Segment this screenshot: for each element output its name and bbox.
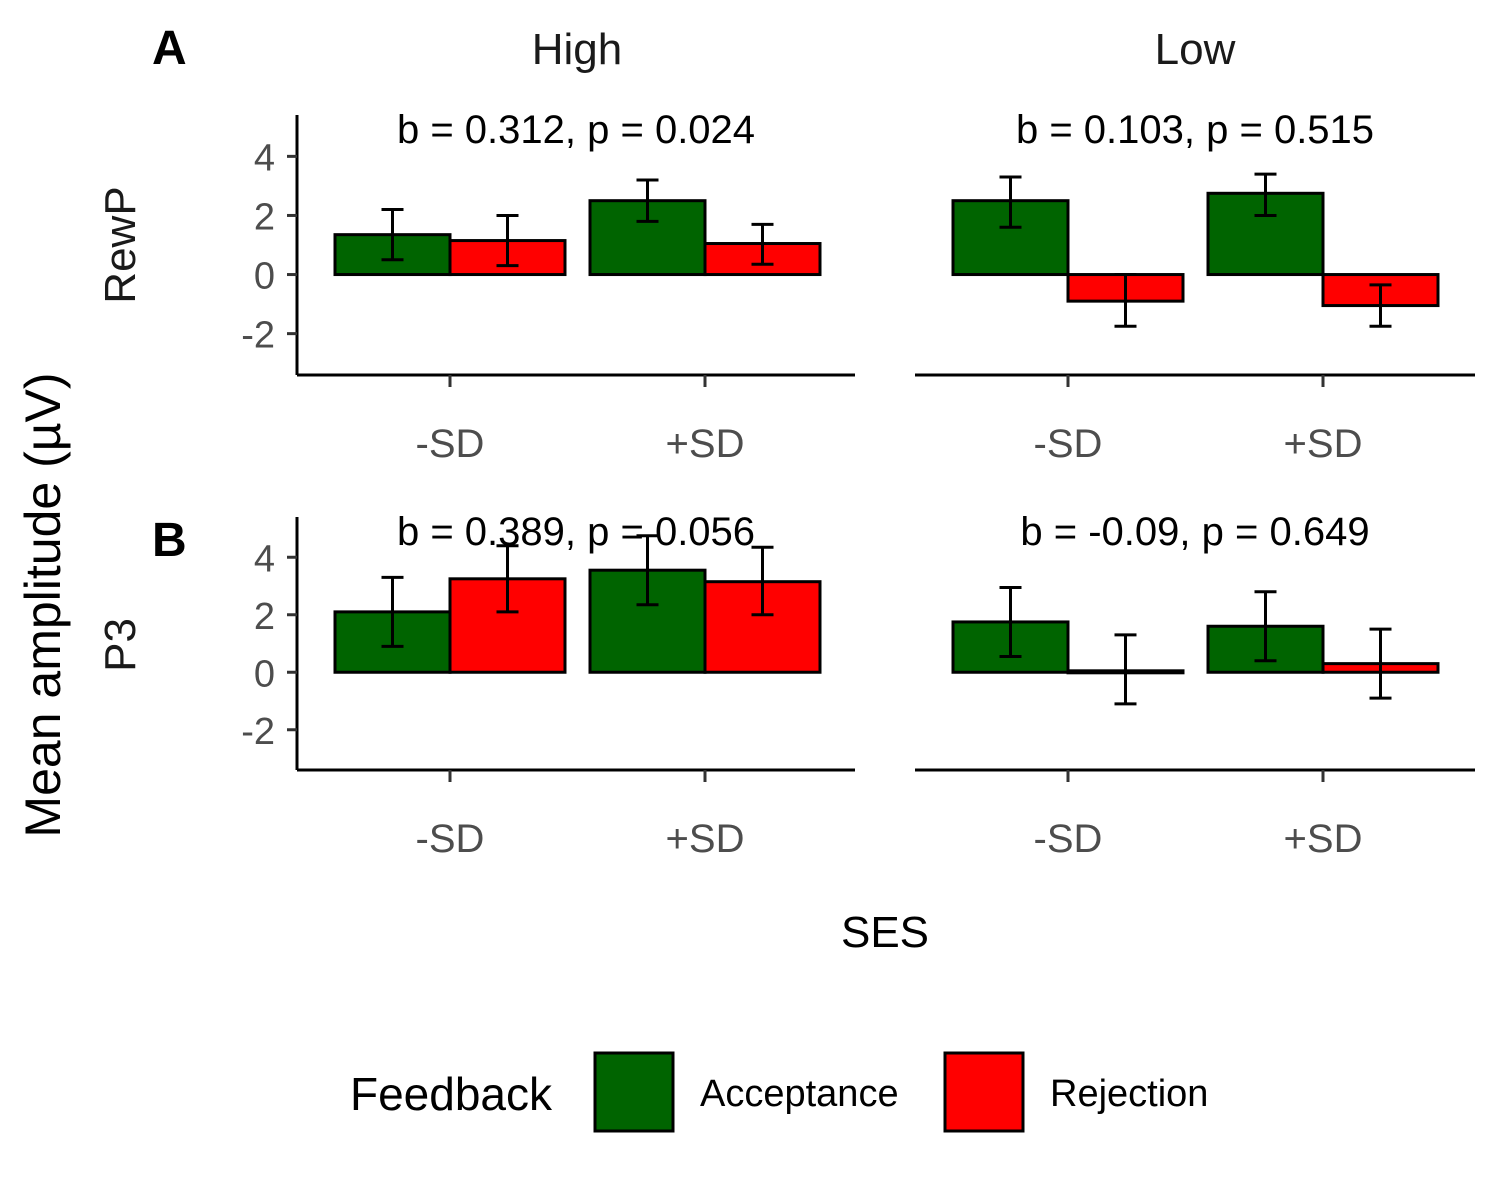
row-label-rewp: RewP	[96, 186, 145, 303]
legend-key-acceptance	[593, 1051, 675, 1133]
bar-acceptance	[951, 199, 1070, 277]
x-tick-label: +SD	[1284, 422, 1363, 466]
x-tick-label: +SD	[666, 817, 745, 861]
panel-tag-a: A	[152, 22, 187, 75]
facet-rewp-high: -2 0 2 4 -SD +SD b = 0.312, p = 0.024	[241, 108, 855, 466]
y-tick-label: -2	[241, 315, 275, 357]
y-axis-title: Mean amplitude (µV)	[15, 372, 71, 837]
panel-tag-b: B	[152, 514, 187, 567]
x-tick-label: -SD	[416, 422, 485, 466]
x-tick-label: +SD	[666, 422, 745, 466]
x-tick-label: -SD	[416, 817, 485, 861]
y-tick-label: 0	[254, 256, 275, 298]
column-header-low: Low	[1155, 25, 1236, 74]
y-tick-label: 4	[254, 137, 275, 179]
y-tick-label: 2	[254, 596, 275, 638]
y-tick-label: 2	[254, 196, 275, 238]
y-tick-label: 0	[254, 653, 275, 695]
row-label-p3: P3	[96, 618, 145, 672]
facet-p3-high: -2 0 2 4 -SD +SD b = 0.389, p = 0.056	[241, 510, 855, 861]
x-tick-label: -SD	[1034, 817, 1103, 861]
stat-annotation: b = 0.312, p = 0.024	[397, 108, 755, 152]
facet-p3-low: -SD +SD b = -0.09, p = 0.649	[915, 510, 1475, 861]
stat-annotation: b = -0.09, p = 0.649	[1020, 510, 1369, 554]
x-tick-label: -SD	[1034, 422, 1103, 466]
legend-label-acceptance: Acceptance	[700, 1073, 899, 1115]
y-tick-label: 4	[254, 538, 275, 580]
facet-rewp-low: -SD +SD b = 0.103, p = 0.515	[915, 108, 1475, 466]
column-header-high: High	[532, 25, 623, 74]
legend-label-rejection: Rejection	[1050, 1073, 1208, 1115]
facet-panels: -2 0 2 4 -SD +SD b = 0.312, p = 0.024 -SD +SD b =…	[241, 108, 1475, 861]
stat-annotation: b = 0.389, p = 0.056	[397, 510, 755, 554]
legend-title: Feedback	[350, 1068, 553, 1120]
legend: Feedback Acceptance Rejection	[350, 1051, 1208, 1133]
legend-key-rejection	[943, 1051, 1025, 1133]
x-tick-label: +SD	[1284, 817, 1363, 861]
x-axis-title: SES	[841, 908, 929, 957]
y-tick-label: -2	[241, 711, 275, 753]
stat-annotation: b = 0.103, p = 0.515	[1016, 108, 1374, 152]
